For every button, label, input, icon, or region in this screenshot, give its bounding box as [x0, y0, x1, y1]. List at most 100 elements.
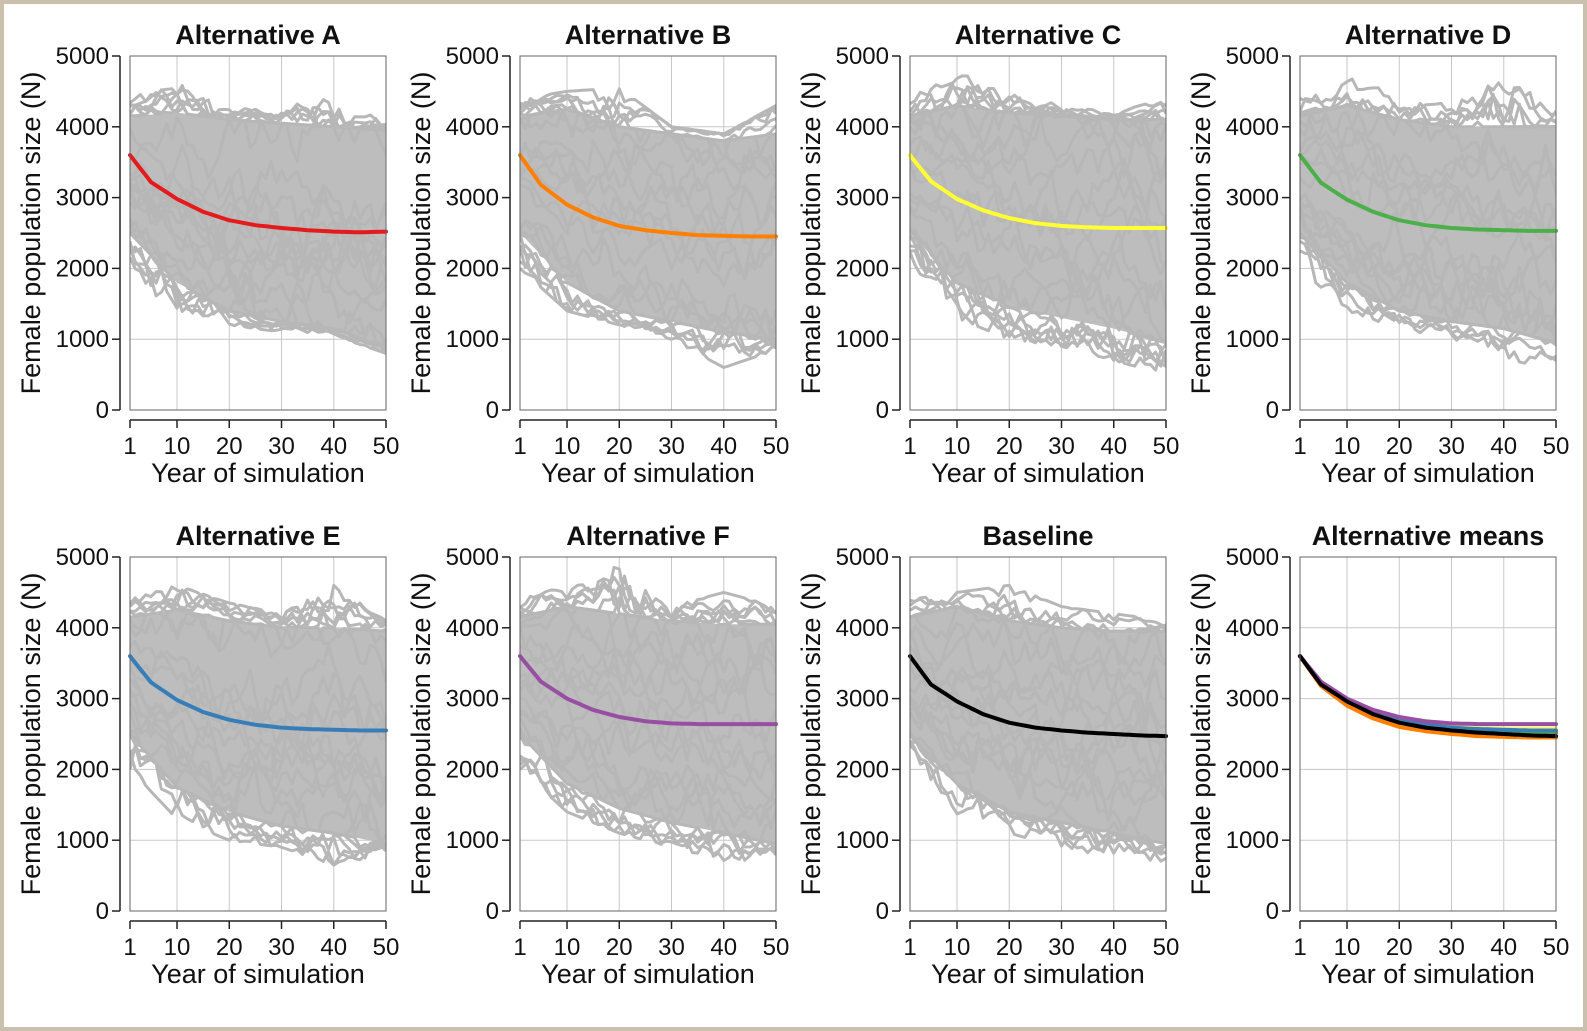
x-tick-label: 40 — [320, 433, 347, 460]
simulation-trajectory — [130, 708, 386, 808]
simulation-trajectory — [130, 220, 386, 325]
y-tick-label: 3000 — [836, 185, 889, 212]
y-axis-label: Female population size (N) — [1186, 72, 1216, 395]
simulation-trajectory — [910, 617, 1166, 695]
simulation-trajectory — [130, 186, 386, 272]
simulation-trajectory — [130, 649, 386, 753]
x-tick-label: 10 — [1334, 934, 1361, 961]
simulation-trajectory — [520, 655, 776, 762]
x-tick-label: 40 — [1100, 433, 1127, 460]
simulation-trajectory — [520, 219, 776, 340]
simulation-trajectory — [910, 196, 1166, 314]
y-tick-label: 5000 — [1226, 544, 1279, 571]
x-tick-label: 10 — [554, 934, 581, 961]
simulation-trajectory — [910, 733, 1166, 855]
y-axis: 0 1000 2000 3000 4000 5000 Female population s… — [1186, 43, 1291, 424]
simulation-trajectory — [910, 111, 1166, 161]
x-tick-label: 30 — [268, 934, 295, 961]
x-axis-label: Year of simulation — [541, 959, 755, 989]
y-tick-label: 4000 — [1226, 615, 1279, 642]
x-tick-label: 1 — [513, 934, 526, 961]
x-axis-label: Year of simulation — [931, 959, 1145, 989]
y-tick-label: 2000 — [836, 756, 889, 783]
x-axis-label: Year of simulation — [1321, 959, 1535, 989]
panel-3: Alternative C 0 1000 2000 3000 4000 5000 Female… — [796, 20, 1179, 488]
simulation-trajectories — [520, 87, 776, 369]
x-tick-label: 1 — [903, 934, 916, 961]
x-tick-label: 10 — [944, 934, 971, 961]
panel-2: Alternative B 0 1000 2000 3000 4000 5000 Female… — [406, 20, 789, 488]
y-tick-label: 4000 — [836, 615, 889, 642]
simulation-trajectory — [130, 610, 386, 653]
simulation-trajectory — [1300, 201, 1556, 321]
y-tick-label: 0 — [876, 397, 889, 424]
simulation-trajectory — [130, 172, 386, 274]
simulation-trajectory — [910, 583, 1166, 630]
panel-title: Alternative E — [175, 521, 340, 551]
simulation-trajectory — [1300, 86, 1556, 124]
mean-line-1 — [908, 654, 1168, 739]
simulation-trajectory — [130, 744, 386, 862]
simulation-trajectory — [1300, 169, 1556, 248]
simulation-trajectory — [130, 678, 386, 769]
x-tick-label: 20 — [216, 433, 243, 460]
y-tick-label: 0 — [486, 898, 499, 925]
x-tick-label: 30 — [1438, 934, 1465, 961]
simulation-trajectory — [520, 224, 776, 335]
simulation-trajectory — [520, 575, 776, 618]
y-tick-label: 2000 — [1226, 756, 1279, 783]
x-tick-label: 30 — [1048, 934, 1075, 961]
y-tick-label: 2000 — [446, 255, 499, 282]
y-tick-label: 1000 — [446, 326, 499, 353]
y-tick-label: 2000 — [446, 756, 499, 783]
y-tick-label: 0 — [876, 898, 889, 925]
y-tick-label: 4000 — [56, 615, 109, 642]
x-tick-label: 20 — [216, 934, 243, 961]
simulation-trajectory — [1300, 113, 1556, 179]
y-axis: 0 1000 2000 3000 4000 5000 Female population s… — [1186, 544, 1291, 925]
plot-frame — [1299, 55, 1557, 411]
simulation-trajectory — [130, 751, 386, 867]
simulation-trajectory — [910, 733, 1166, 855]
mean-line-1 — [1298, 153, 1558, 233]
plot-frame — [129, 556, 387, 912]
simulation-trajectory — [1300, 192, 1556, 296]
simulation-trajectory — [130, 217, 386, 346]
x-tick-label: 30 — [268, 433, 295, 460]
x-tick-label: 30 — [1048, 433, 1075, 460]
simulation-trajectory — [130, 91, 386, 132]
x-tick-label: 10 — [1334, 433, 1361, 460]
simulation-trajectory — [1300, 209, 1556, 338]
panel-title: Baseline — [982, 521, 1093, 551]
simulation-trajectory — [910, 605, 1166, 693]
x-tick-label: 50 — [763, 934, 790, 961]
x-axis: 1 10 20 30 40 50 Year of simulation — [123, 920, 399, 989]
x-tick-label: 10 — [554, 433, 581, 460]
mean-line-1 — [128, 153, 388, 235]
simulation-trajectory — [130, 192, 386, 305]
y-tick-label: 1000 — [1226, 326, 1279, 353]
panel-title: Alternative means — [1312, 521, 1545, 551]
y-tick-label: 1000 — [446, 827, 499, 854]
y-tick-label: 4000 — [1226, 114, 1279, 141]
simulation-trajectory — [1300, 139, 1556, 241]
y-tick-label: 5000 — [56, 544, 109, 571]
simulation-trajectory — [910, 598, 1166, 633]
x-tick-label: 1 — [1293, 433, 1306, 460]
x-axis-label: Year of simulation — [151, 458, 365, 488]
mean-line-1 — [908, 153, 1168, 230]
y-tick-label: 1000 — [56, 326, 109, 353]
panel-title: Alternative B — [565, 20, 732, 50]
x-axis: 1 10 20 30 40 50 Year of simulation — [513, 419, 789, 488]
simulation-trajectory — [520, 754, 776, 862]
simulation-trajectory — [910, 591, 1166, 629]
y-axis: 0 1000 2000 3000 4000 5000 Female population s… — [796, 544, 901, 925]
simulation-trajectory — [520, 727, 776, 843]
y-tick-label: 3000 — [446, 686, 499, 713]
simulation-trajectories — [1300, 77, 1556, 365]
simulation-trajectory — [910, 104, 1166, 184]
simulation-trajectory — [520, 627, 776, 709]
y-axis: 0 1000 2000 3000 4000 5000 Female population s… — [406, 43, 511, 424]
simulation-trajectories — [130, 84, 386, 355]
simulation-trajectory — [520, 231, 776, 338]
